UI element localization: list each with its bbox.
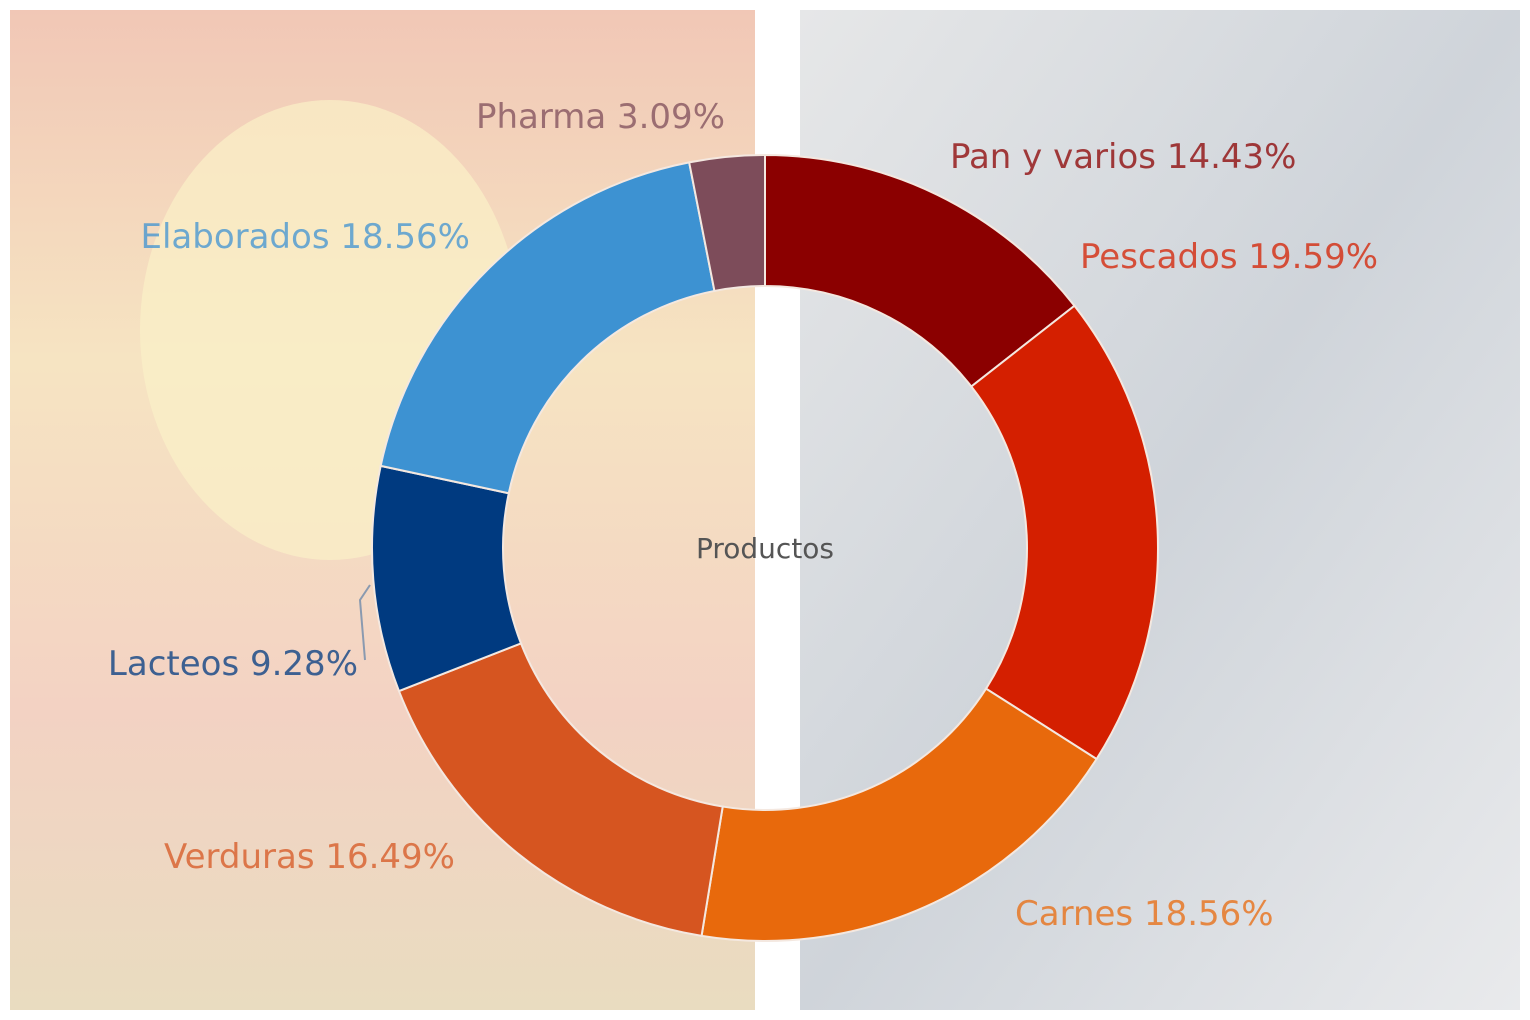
slice-label-name: Verduras (164, 837, 315, 877)
center-label: Productos (696, 532, 834, 565)
labels: Pan y varios 14.43% Pescados 19.59% Carnes… (108, 97, 1378, 934)
slice-label: Pan y varios 14.43% (950, 137, 1296, 177)
slice-label-value: 19.59% (1248, 237, 1378, 277)
slices (371, 153, 1159, 942)
slice-label: Pharma 3.09% (476, 97, 725, 137)
slice-label-value: 3.09% (617, 97, 725, 137)
leader-line (358, 584, 371, 661)
slice-label-value: 9.28% (250, 644, 358, 684)
slice-label-value: 16.49% (325, 837, 455, 877)
slice-label: Pescados 19.59% (1080, 237, 1378, 277)
slice-label-name: Carnes (1015, 894, 1133, 934)
donut-slice (379, 161, 716, 495)
slice-label-name: Pharma (476, 97, 606, 137)
slice-label: Carnes 18.56% (1015, 894, 1274, 934)
slice-label-value: 18.56% (340, 217, 470, 257)
slice-label: Elaborados 18.56% (140, 217, 470, 257)
donut-slice (688, 153, 766, 293)
slice-label: Verduras 16.49% (164, 837, 455, 877)
slice-label-name: Lacteos (108, 644, 239, 684)
slice-label-value: 18.56% (1144, 894, 1274, 934)
donut-slice (969, 304, 1159, 761)
slice-label-name: Pan y varios (950, 137, 1156, 177)
slice-label-name: Pescados (1080, 237, 1238, 277)
slice-label-value: 14.43% (1167, 137, 1297, 177)
donut-slice (700, 687, 1098, 942)
slice-label: Lacteos 9.28% (108, 644, 358, 684)
slice-label-name: Elaborados (140, 217, 329, 257)
